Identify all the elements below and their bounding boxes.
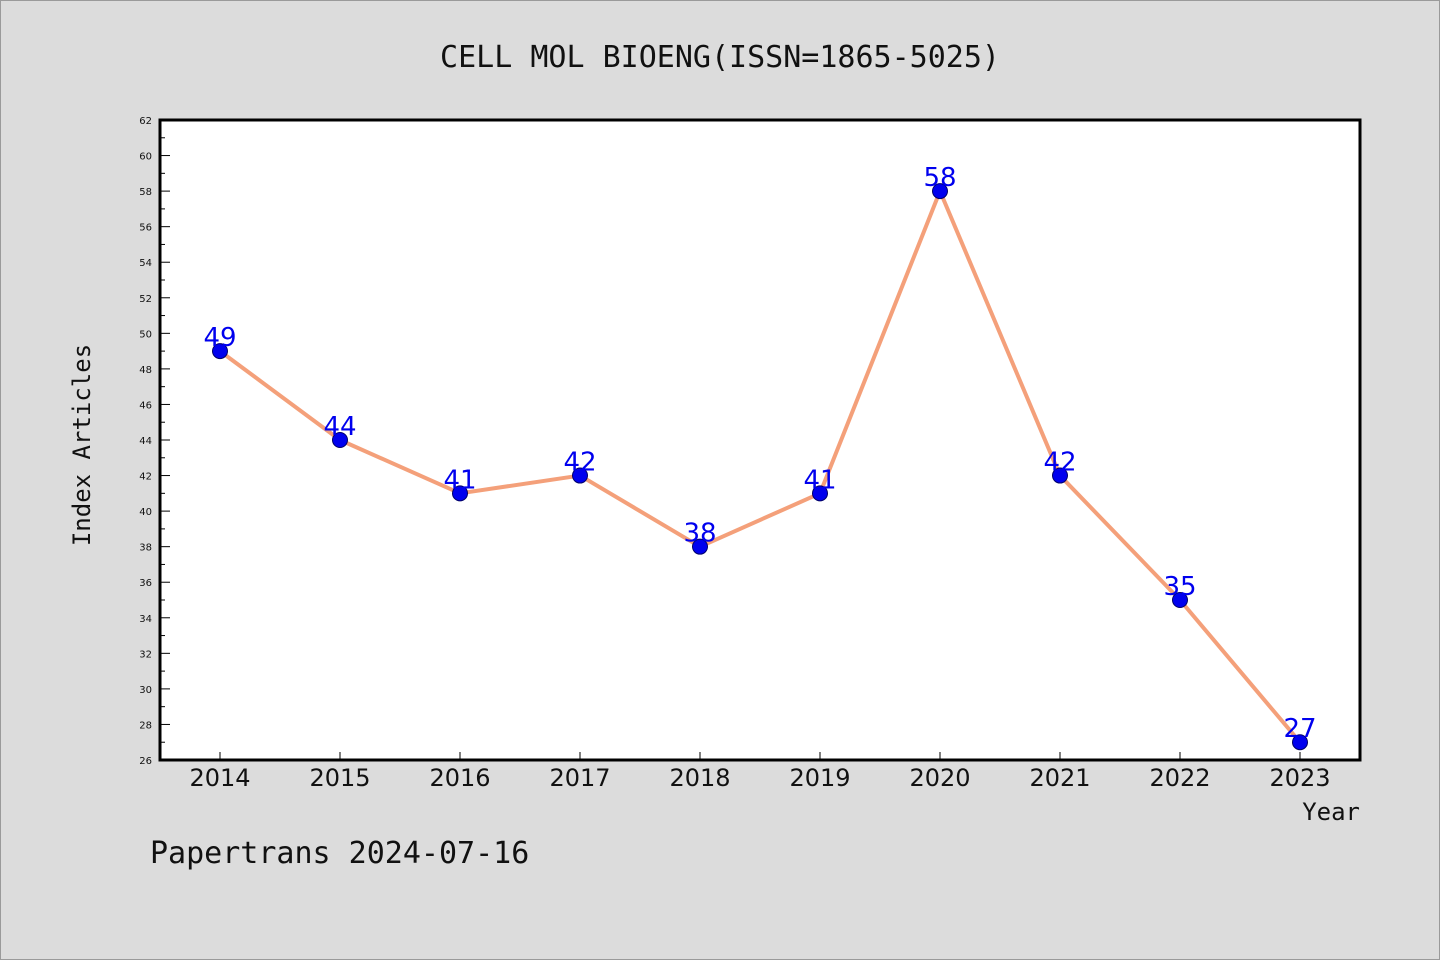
x-tick-label: 2021 xyxy=(1029,764,1090,792)
data-point xyxy=(692,538,708,555)
data-label: 41 xyxy=(443,465,476,495)
data-label: 42 xyxy=(563,448,596,478)
data-label: 49 xyxy=(203,323,236,353)
x-axis-ticks: 2014 2015 2016 2017 2018 2019 2020 2021 2022 2023 xyxy=(189,752,1331,792)
y-tick-label: 62 xyxy=(139,116,152,127)
x-tick-label: 2023 xyxy=(1269,764,1330,792)
x-tick-label: 2014 xyxy=(189,764,250,792)
y-axis-ticks: 26 28 30 32 34 36 38 40 42 44 46 48 50 52 54 56 58 60 62 xyxy=(139,116,170,767)
y-tick-label: 52 xyxy=(139,294,152,305)
x-tick-label: 2015 xyxy=(309,764,370,792)
data-point xyxy=(1292,734,1308,751)
data-label: 35 xyxy=(1163,572,1196,602)
data-label: 44 xyxy=(323,412,356,442)
y-tick-label: 36 xyxy=(139,578,152,589)
x-tick-label: 2019 xyxy=(789,764,850,792)
x-tick-label: 2020 xyxy=(909,764,970,792)
x-tick-label: 2017 xyxy=(549,764,610,792)
y-tick-label: 28 xyxy=(139,720,152,731)
data-label: 41 xyxy=(803,465,836,495)
plot-area xyxy=(158,118,1362,762)
series-line xyxy=(218,189,1302,744)
y-tick-label: 44 xyxy=(139,436,152,447)
data-point xyxy=(452,485,468,502)
y-tick-label: 56 xyxy=(139,223,152,234)
data-point xyxy=(932,183,948,200)
data-point xyxy=(812,485,828,502)
footer-stamp: Papertrans 2024-07-16 xyxy=(150,836,529,871)
y-tick-label: 46 xyxy=(139,400,152,411)
y-tick-label: 32 xyxy=(139,649,152,660)
y-tick-label: 30 xyxy=(139,685,152,696)
y-tick-label: 58 xyxy=(139,187,152,198)
y-tick-label: 38 xyxy=(139,543,152,554)
data-label: 27 xyxy=(1283,714,1316,744)
data-point xyxy=(1172,592,1188,608)
data-point xyxy=(572,467,588,484)
data-label: 38 xyxy=(683,519,716,549)
x-axis-label: Year xyxy=(1302,798,1360,826)
y-tick-label: 34 xyxy=(139,614,152,625)
y-tick-label: 54 xyxy=(139,258,152,269)
y-tick-label: 42 xyxy=(139,472,152,483)
x-tick-label: 2016 xyxy=(429,764,490,792)
data-point xyxy=(1052,467,1068,484)
data-point xyxy=(212,343,228,360)
data-point xyxy=(332,432,348,448)
y-axis-label: Index Articles xyxy=(68,344,96,546)
x-tick-label: 2018 xyxy=(669,764,730,792)
data-label: 58 xyxy=(923,163,956,193)
y-tick-label: 26 xyxy=(139,756,152,767)
y-tick-label: 50 xyxy=(139,329,152,340)
data-label: 42 xyxy=(1043,448,1076,478)
chart-title: CELL MOL BIOENG(ISSN=1865-5025) xyxy=(440,40,1000,75)
y-tick-label: 60 xyxy=(139,152,152,163)
y-tick-label: 40 xyxy=(139,507,152,518)
y-tick-label: 48 xyxy=(139,365,152,376)
x-tick-label: 2022 xyxy=(1149,764,1210,792)
series-layer: 49 44 41 42 38 41 58 42 35 27 xyxy=(203,163,1317,751)
